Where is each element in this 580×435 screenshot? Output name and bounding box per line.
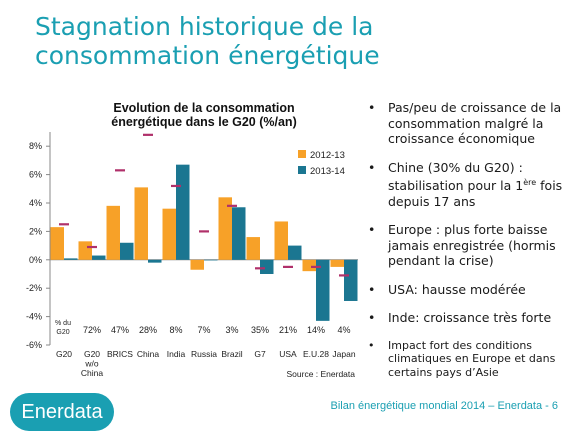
legend-label: 2012-13 bbox=[310, 150, 345, 161]
bar-2013-14 bbox=[120, 242, 134, 260]
y-tick-label: 8% bbox=[29, 141, 42, 151]
x-tick-label: G20 bbox=[56, 349, 72, 359]
bullet-marker: • bbox=[368, 222, 376, 238]
bullet-text: fois depuis 17 ans bbox=[388, 178, 563, 209]
bullet-item: • Inde: croissance très forte bbox=[362, 310, 572, 326]
share-value: 21% bbox=[279, 325, 297, 335]
x-tick-label: G7 bbox=[254, 349, 266, 359]
bar-2012-13 bbox=[106, 205, 120, 260]
share-value: 28% bbox=[139, 325, 157, 335]
x-tick-label: w/o bbox=[84, 359, 99, 369]
x-tick-label: China bbox=[137, 349, 159, 359]
x-tick-label: BRICS bbox=[107, 349, 133, 359]
bullet-text: Pas/peu de croissance de la consommation… bbox=[388, 100, 562, 146]
bullet-marker: • bbox=[368, 281, 376, 297]
bullet-superscript: ère bbox=[523, 178, 537, 187]
bar-2012-13 bbox=[50, 227, 64, 260]
y-tick-label: 6% bbox=[29, 170, 42, 180]
bullet-item: • Impact fort des conditions climatiques … bbox=[362, 339, 572, 380]
bullet-text: Europe : plus forte baisse jamais enregi… bbox=[388, 222, 556, 269]
x-tick-label: Russia bbox=[191, 349, 217, 359]
bar-2012-13 bbox=[162, 208, 176, 260]
legend-swatch bbox=[298, 166, 306, 174]
bar-2012-13 bbox=[246, 237, 260, 260]
bullet-item: • Chine (30% du G20) : stabilisation pour… bbox=[362, 160, 572, 210]
bullet-text: Chine (30% du G20) : stabilisation pour … bbox=[388, 159, 524, 194]
bar-2013-14 bbox=[344, 259, 358, 301]
share-value: 4% bbox=[337, 325, 350, 335]
bar-2013-14 bbox=[260, 259, 274, 274]
x-tick-label: Brazil bbox=[221, 349, 242, 359]
slide-title: Stagnation historique de la consommation… bbox=[35, 12, 380, 70]
y-tick-label: 2% bbox=[29, 226, 42, 236]
bar-2013-14 bbox=[92, 255, 106, 260]
bar-2012-13 bbox=[274, 221, 288, 260]
x-tick-label: G20 bbox=[84, 349, 100, 359]
share-value: 35% bbox=[251, 325, 269, 335]
y-tick-label: -6% bbox=[26, 340, 42, 350]
bar-2013-14 bbox=[288, 245, 302, 260]
x-tick-label: Japan bbox=[332, 349, 355, 359]
bar-2013-14 bbox=[204, 259, 218, 261]
bar-2013-14 bbox=[176, 164, 190, 260]
bullet-item: • Europe : plus forte baisse jamais enreg… bbox=[362, 222, 572, 269]
share-value: 3% bbox=[225, 325, 238, 335]
bullet-text: Impact fort des conditions climatiques e… bbox=[388, 338, 556, 379]
bar-2013-14 bbox=[232, 207, 246, 260]
x-tick-label: China bbox=[81, 368, 103, 378]
legend-label: 2013-14 bbox=[310, 166, 345, 177]
share-row-label: % du bbox=[55, 320, 71, 327]
share-value: 8% bbox=[169, 325, 182, 335]
bar-2013-14 bbox=[148, 259, 162, 263]
y-tick-label: -2% bbox=[26, 283, 42, 293]
share-value: 72% bbox=[83, 325, 101, 335]
bullet-item: • Pas/peu de croissance de la consommatio… bbox=[362, 100, 572, 147]
bar-2012-13 bbox=[190, 259, 204, 270]
chart-title: énergétique dans le G20 (%/an) bbox=[111, 115, 296, 129]
chart-source: Source : Enerdata bbox=[286, 369, 355, 379]
bar-2012-13 bbox=[78, 241, 92, 260]
bar-2013-14 bbox=[316, 259, 330, 321]
enerdata-logo: Enerdata bbox=[10, 393, 114, 431]
slide-footer: Bilan énergétique mondial 2014 – Enerdat… bbox=[330, 400, 559, 412]
bullet-marker: • bbox=[368, 159, 376, 175]
bar-2013-14 bbox=[64, 258, 78, 260]
x-tick-label: E.U.28 bbox=[303, 349, 329, 359]
bullet-text: USA: hausse modérée bbox=[388, 281, 526, 297]
bar-2012-13 bbox=[134, 187, 148, 260]
bullet-list: • Pas/peu de croissance de la consommatio… bbox=[362, 100, 572, 392]
bullet-marker: • bbox=[368, 310, 376, 326]
chart-title: Evolution de la consommation bbox=[113, 101, 294, 115]
bullet-text: Inde: croissance très forte bbox=[388, 310, 552, 326]
bar-2012-13 bbox=[302, 259, 316, 272]
share-value: 14% bbox=[307, 325, 325, 335]
bullet-marker: • bbox=[368, 338, 375, 352]
bullet-marker: • bbox=[368, 100, 376, 115]
y-tick-label: 0% bbox=[29, 255, 42, 265]
bar-2012-13 bbox=[218, 197, 232, 260]
share-value: 47% bbox=[111, 325, 129, 335]
y-tick-label: 4% bbox=[29, 198, 42, 208]
legend-swatch bbox=[298, 150, 306, 158]
y-tick-label: -4% bbox=[26, 312, 42, 322]
x-tick-label: India bbox=[167, 349, 186, 359]
share-row-label: G20 bbox=[56, 329, 69, 336]
bar-2012-13 bbox=[330, 259, 344, 267]
bullet-item: • USA: hausse modérée bbox=[362, 282, 572, 298]
share-value: 7% bbox=[197, 325, 210, 335]
x-tick-label: USA bbox=[279, 349, 297, 359]
